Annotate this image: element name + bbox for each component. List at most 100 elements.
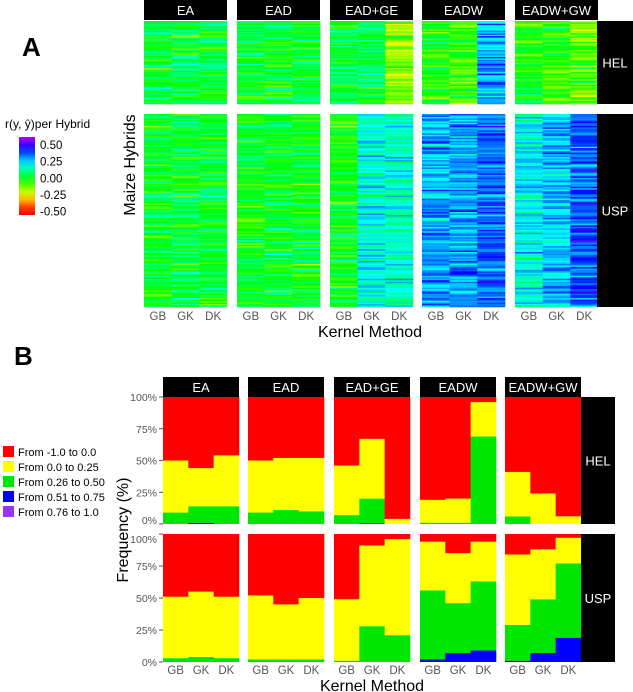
heatmap-cell [542,281,571,284]
heatmap-cell [199,54,228,56]
heatmap-cell [449,99,478,102]
heatmap-cell [292,258,321,260]
heatmap-cell [385,90,414,92]
heatmap-cell [385,200,414,202]
heatmap-cell [144,223,172,226]
heatmap-cell [144,152,172,155]
heatmap-cell [292,26,321,29]
heatmap-cell [144,280,172,283]
heatmap-cell [330,204,358,207]
heatmap-cell [292,25,321,27]
heatmap-cell [199,272,228,275]
heatmap-cell [422,27,450,30]
heatmap-cell [237,148,265,150]
heatmap-cell [570,97,599,99]
bar-segment [359,523,385,524]
heatmap-cell [264,272,293,275]
heatmap-cell [264,152,293,155]
heatmap-cell [570,194,599,196]
heatmap-cell [515,87,543,90]
heatmap-cell [570,286,599,288]
heatmap-cell [477,250,506,253]
heatmap-cell [292,253,321,256]
heatmap-cell [542,232,571,235]
heatmap-cell [171,128,200,131]
heatmap-cell [477,263,506,266]
heatmap-cell [264,164,293,167]
heatmap-cell [570,281,599,284]
heatmap-cell [237,25,265,27]
heatmap-cell [477,76,506,79]
heatmap-cell [292,232,321,235]
heatmap-cell [449,164,478,167]
heatmap-cell [542,118,571,121]
heatmap-cell [515,217,543,220]
heatmap-cell [171,37,200,40]
heatmap-cell [237,26,265,29]
heatmap-cell [144,263,172,266]
heatmap-cell [264,206,293,208]
heatmap-cell [542,277,571,280]
heatmap-cell [477,133,506,136]
heatmap-cell [515,158,543,161]
heatmap-cell [422,253,450,256]
heatmap-cell [449,145,478,147]
heatmap-cell [264,237,293,240]
heatmap-cell [357,43,386,45]
heatmap-cell [330,118,358,121]
heatmap-cell [570,210,599,213]
heatmap-cell [264,41,293,44]
heatmap-cell [237,176,265,179]
heatmap-cell [385,102,414,105]
heatmap-cell [515,56,543,59]
heatmap-cell [171,130,200,133]
heatmap-cell [237,54,265,56]
heatmap-cell [477,25,506,27]
heatmap-cell [385,259,414,262]
heatmap-cell [264,277,293,280]
heatmap-cell [330,51,358,54]
heatmap-cell [264,95,293,98]
heatmap-cell [264,44,293,47]
heatmap-cell [171,237,200,240]
heatmap-cell [292,283,321,286]
x-tick-label-a: GB [336,311,353,323]
heatmap-cell [385,145,414,147]
heatmap-cell [422,226,450,229]
heatmap-cell [357,265,386,268]
heatmap-cell [237,180,265,183]
heatmap-cell [385,72,414,74]
heatmap-cell [264,140,293,143]
heatmap-cell [385,211,414,214]
heatmap-cell [330,97,358,99]
heatmap-cell [449,160,478,162]
heatmap-cell [449,54,478,56]
heatmap-cell [171,155,200,158]
heatmap-cell [199,119,228,122]
heatmap-cell [330,119,358,122]
heatmap-cell [144,154,172,156]
heatmap-cell [449,79,478,81]
heatmap-cell [422,52,450,55]
heatmap-cell [449,211,478,214]
bar-segment [273,534,299,605]
heatmap-cell [542,91,571,94]
heatmap-cell [357,44,386,47]
heatmap-cell [199,262,228,265]
heatmap-cell [199,149,228,152]
heatmap-cell [542,211,571,214]
heatmap-cell [542,29,571,31]
heatmap-cell [171,189,200,192]
heatmap-cell [570,59,599,62]
heatmap-cell [237,265,265,268]
heatmap-cell [542,32,571,34]
bar-segment [384,518,411,524]
heatmap-cell [357,283,386,286]
heatmap-cell [449,95,478,98]
heatmap-cell [144,142,172,144]
heatmap-cell [385,235,414,238]
heatmap-cell [477,95,506,98]
heatmap-cell [542,209,571,211]
x-tick-label-a: GK [177,311,194,323]
heatmap-cell [385,152,414,155]
